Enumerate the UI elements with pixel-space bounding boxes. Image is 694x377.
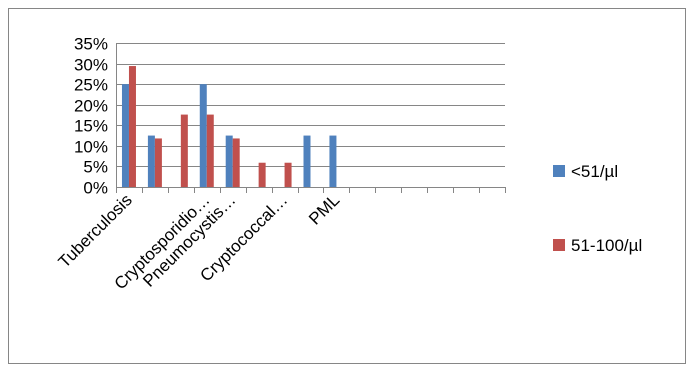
bar-51-100 — [232, 138, 240, 187]
y-tick-label: 0% — [83, 179, 108, 198]
bar-lt51 — [225, 135, 233, 187]
bar-lt51 — [121, 84, 129, 187]
bar-51-100 — [154, 138, 162, 187]
y-tick-label: 25% — [74, 76, 108, 95]
y-tick-label: 20% — [74, 97, 108, 116]
bar-lt51 — [303, 135, 311, 187]
bar-51-100 — [180, 114, 188, 187]
y-tick-label: 15% — [74, 117, 108, 136]
bar-51-100 — [284, 162, 292, 187]
legend-label: <51/µl — [571, 162, 618, 181]
y-tick-label: 10% — [74, 138, 108, 157]
bar-51-100 — [206, 114, 214, 187]
y-tick-label: 35% — [74, 35, 108, 54]
chart-frame — [8, 8, 686, 364]
y-tick-label: 5% — [83, 158, 108, 177]
bar-51-100 — [128, 66, 136, 187]
bar-lt51 — [147, 135, 155, 187]
legend-swatch — [553, 165, 565, 177]
legend-swatch — [553, 239, 565, 251]
legend-label: 51-100/µl — [571, 236, 642, 255]
bar-lt51 — [329, 135, 337, 187]
bar-lt51 — [199, 84, 207, 187]
bar-51-100 — [258, 162, 266, 187]
y-tick-label: 30% — [74, 56, 108, 75]
